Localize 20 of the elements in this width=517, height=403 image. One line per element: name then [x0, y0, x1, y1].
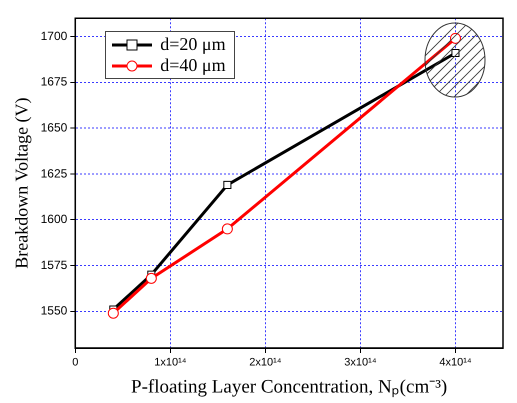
y-tick-label: 1575 [40, 258, 68, 272]
legend-label: d=20 μm [160, 34, 226, 56]
x-axis-title: P-floating Layer Concentration, Nₚ(cm⁻³) [131, 376, 448, 398]
y-tick-label: 1625 [40, 166, 68, 180]
x-tick-label: 0 [72, 356, 78, 369]
x-tick-label: 2x10¹⁴ [249, 356, 282, 369]
x-tick-label: 1x10¹⁴ [154, 356, 187, 369]
x-tick-label: 3x10¹⁴ [344, 356, 377, 369]
y-tick-label: 1550 [40, 304, 68, 318]
y-tick-label: 1600 [40, 212, 68, 226]
point [146, 272, 157, 284]
y-axis-title: Breakdown Voltage (V) [12, 97, 32, 269]
x-tick-label: 4x10¹⁴ [439, 356, 472, 369]
y-tick-label: 1650 [40, 120, 68, 134]
y-tick-label: 1675 [40, 74, 68, 89]
point [222, 223, 233, 234]
legend-label: d=40 μm [160, 55, 226, 76]
point [223, 180, 232, 189]
y-tick-label: 1700 [40, 28, 68, 43]
point [108, 308, 119, 319]
